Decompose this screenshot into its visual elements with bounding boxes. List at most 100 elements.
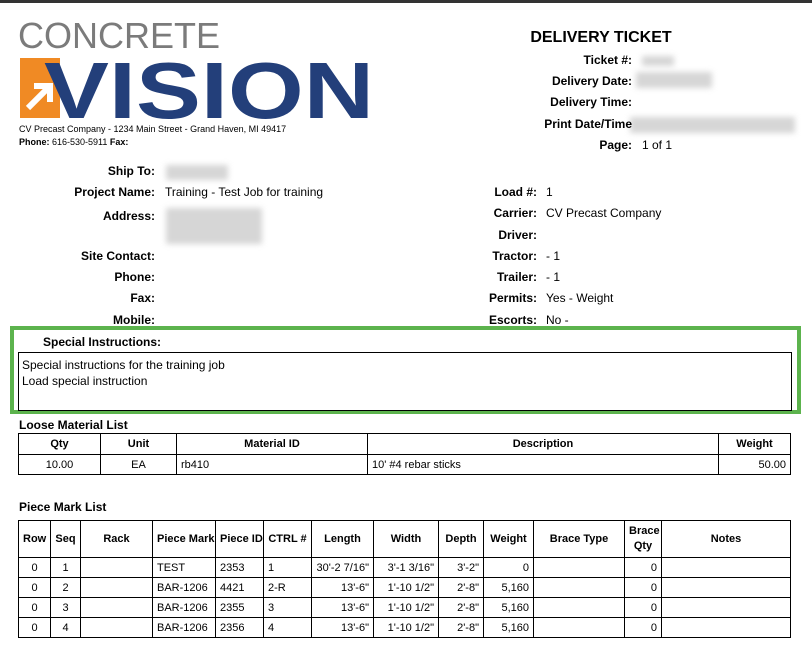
column-header: Length	[311, 520, 374, 558]
cell: 2'-8"	[438, 597, 484, 618]
field-value: Training - Test Job for training	[165, 185, 324, 199]
column-header: Unit	[100, 433, 177, 455]
table: Row Seq Rack Piece Mark Piece ID CTRL # Length…	[18, 520, 791, 638]
phone: 616-530-5911	[52, 137, 108, 147]
header-row: Row Seq Rack Piece Mark Piece ID CTRL # Length…	[18, 520, 791, 558]
cell: 0	[18, 577, 51, 598]
redacted	[166, 165, 228, 180]
cell: 3	[50, 597, 81, 618]
cell: 5,160	[483, 577, 534, 598]
column-header: CTRL #	[263, 520, 312, 558]
instruction-line: Special instructions for the training jo…	[22, 358, 225, 372]
cell	[80, 617, 153, 638]
instruction-line: Load special instruction	[22, 374, 148, 388]
column-header: Piece ID	[215, 520, 264, 558]
company-address: CV Precast Company - 1234 Main Street - …	[19, 124, 287, 134]
cell: 0	[624, 597, 662, 618]
cell: 2355	[215, 597, 264, 618]
loose-material-title: Loose Material List	[19, 418, 128, 432]
column-header: Qty	[18, 433, 101, 455]
table-row: 0 4 BAR-1206 2356 4 13'-6" 1'-10 1/2" 2'-8" 5,16…	[18, 617, 791, 638]
cell: 2'-8"	[438, 617, 484, 638]
cell	[80, 577, 153, 598]
field-label: Site Contact:	[80, 249, 155, 263]
cell: 13'-6"	[311, 617, 374, 638]
cell: 4	[50, 617, 81, 638]
field-label: Load #:	[494, 185, 537, 199]
column-header: Rack	[80, 520, 153, 558]
cell: 1	[263, 557, 312, 578]
field-value: No -	[546, 313, 569, 327]
field-label: Address:	[102, 209, 155, 223]
field-label: Delivery Time:	[550, 95, 632, 109]
cell: TEST	[152, 557, 216, 578]
cell: 2353	[215, 557, 264, 578]
cell	[661, 617, 791, 638]
field-label: Driver:	[498, 228, 537, 242]
field-value: 1 of 1	[642, 138, 673, 152]
cell	[661, 557, 791, 578]
cell: 50.00	[718, 454, 791, 475]
logo-bottom: VISION	[44, 46, 374, 122]
field-label: Delivery Date:	[551, 74, 632, 88]
redacted	[630, 117, 795, 133]
cell	[533, 597, 625, 618]
redacted	[642, 56, 674, 66]
field-value: - 1	[546, 249, 561, 263]
cell	[533, 557, 625, 578]
cell: 1'-10 1/2"	[373, 577, 439, 598]
field-label: Tractor:	[492, 249, 537, 263]
cell: 10' #4 rebar sticks	[367, 454, 719, 475]
logo: CONCRETE VISION	[18, 16, 374, 122]
table-row: 0 3 BAR-1206 2355 3 13'-6" 1'-10 1/2" 2'-8" 5,16…	[18, 597, 791, 618]
column-header: Notes	[661, 520, 791, 558]
cell	[533, 617, 625, 638]
table-row: 0 2 BAR-1206 4421 2-R 13'-6" 1'-10 1/2" 2'-8" 5,…	[18, 577, 791, 598]
field-label: Mobile:	[113, 313, 155, 327]
column-header: Row	[18, 520, 51, 558]
cell: 0	[624, 557, 662, 578]
cell: 2	[50, 577, 81, 598]
cell: 3'-2"	[438, 557, 484, 578]
column-header: Piece Mark	[152, 520, 216, 558]
field-label: Trailer:	[496, 270, 537, 284]
field-label: Ticket #:	[583, 53, 632, 67]
piece-mark-title: Piece Mark List	[19, 500, 107, 514]
table-row: 0 1 TEST 2353 1 30'-2 7/16" 3'-1 3/16" 3'-2" 0 0	[18, 557, 791, 578]
column-header: Depth	[438, 520, 484, 558]
field-label: Ship To:	[107, 164, 155, 178]
ticket-title: DELIVERY TICKET	[530, 29, 672, 46]
logo-top: CONCRETE	[18, 16, 220, 56]
cell: 3'-1 3/16"	[373, 557, 439, 578]
cell: 1'-10 1/2"	[373, 617, 439, 638]
phone-label: Phone:	[19, 137, 50, 147]
cell	[533, 577, 625, 598]
field-value: Yes - Weight	[546, 291, 614, 305]
column-header: Seq	[50, 520, 81, 558]
column-header: Brace Qty	[624, 520, 662, 558]
cell	[80, 597, 153, 618]
cell: 5,160	[483, 617, 534, 638]
column-header: Description	[367, 433, 719, 455]
cell: 1'-10 1/2"	[373, 597, 439, 618]
cell: 0	[483, 557, 534, 578]
company-phone: Phone: 616-530-5911 Fax:	[19, 137, 128, 147]
cell: 1	[50, 557, 81, 578]
cell: 2-R	[263, 577, 312, 598]
cell: BAR-1206	[152, 577, 216, 598]
cell	[80, 557, 153, 578]
field-value: CV Precast Company	[546, 206, 662, 220]
field-value: - 1	[546, 270, 561, 284]
column-header: Brace Type	[533, 520, 625, 558]
cell: 3	[263, 597, 312, 618]
fax-label: Fax:	[109, 137, 129, 147]
cell	[661, 597, 791, 618]
field-label: Carrier:	[493, 206, 537, 220]
special-instructions-box: Special instructions for the training jo…	[18, 352, 792, 411]
cell: rb410	[176, 454, 368, 475]
cell: 0	[18, 557, 51, 578]
redacted	[166, 208, 262, 244]
cell: 5,160	[483, 597, 534, 618]
field-label: Phone:	[114, 270, 155, 284]
